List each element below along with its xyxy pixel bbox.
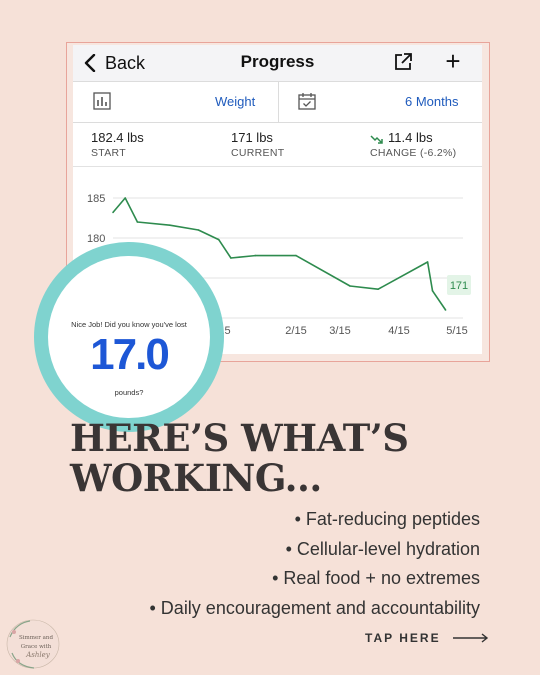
data-point: [377, 288, 379, 290]
stat-current: 171 lbs CURRENT: [231, 130, 284, 159]
data-point: [112, 211, 114, 214]
bullet-item: • Cellular-level hydration: [285, 538, 480, 559]
nav-bar: Back Progress +: [73, 45, 482, 81]
back-button[interactable]: Back: [83, 50, 145, 76]
x-tick-label: 3/15: [329, 325, 350, 337]
brand-logo: Simmer and Grace with Ashley: [6, 619, 60, 669]
stat-start-label: START: [91, 147, 126, 159]
filter-bar: Weight 6 Months: [73, 81, 482, 123]
share-icon[interactable]: [393, 52, 413, 72]
data-point: [444, 309, 447, 311]
logo-line-1: Simmer and: [19, 635, 53, 641]
stats-row: 182.4 lbs START 171 lbs CURRENT 11.4 lbs…: [73, 122, 482, 167]
data-point: [431, 290, 434, 292]
data-point: [197, 229, 200, 231]
data-point: [169, 224, 171, 226]
badge-unit: pounds?: [114, 388, 144, 397]
data-point: [238, 256, 240, 258]
logo-line-3: Ashley: [25, 651, 51, 659]
badge-question: Nice Job! Did you know you've lost: [71, 320, 187, 329]
trend-down-icon: [370, 135, 383, 144]
stat-change-row: 11.4 lbs: [370, 130, 456, 145]
chevron-left-icon: [84, 54, 96, 72]
bullet-list: • Fat-reducing peptides • Cellular-level…: [150, 508, 481, 626]
end-value-label: 171: [450, 280, 468, 292]
data-point: [124, 197, 126, 199]
stat-change-value: 11.4 lbs: [388, 130, 433, 145]
page-title: Progress: [240, 52, 315, 71]
bullet-item: • Real food + no extremes: [272, 568, 480, 588]
data-point: [217, 238, 220, 241]
end-label-bg: [447, 275, 471, 295]
headline: HERE’S WHAT’S WORKING...: [70, 418, 470, 498]
data-point: [136, 221, 139, 223]
bar-chart-icon: [93, 92, 111, 110]
stat-change: 11.4 lbs CHANGE (-6.2%): [370, 130, 456, 159]
stat-current-value: 171 lbs: [231, 130, 273, 145]
x-tick-label: 5/15: [446, 325, 467, 337]
tap-here-label: TAP HERE: [365, 631, 441, 645]
y-tick-label: 185: [87, 193, 105, 205]
headline-line-1: HERE’S WHAT’S: [70, 416, 409, 460]
stat-current-label: CURRENT: [231, 147, 285, 159]
data-point: [254, 254, 257, 257]
bullet-item: • Daily encouragement and accountability: [149, 597, 481, 618]
stat-change-label: CHANGE (-6.2%): [370, 147, 457, 159]
calendar-icon: [298, 93, 316, 110]
weight-loss-badge: Nice Job! Did you know you've lost 17.0 …: [34, 242, 224, 432]
badge-number: 17.0: [90, 330, 170, 379]
back-label: Back: [105, 52, 146, 73]
stat-start: 182.4 lbs START: [91, 130, 144, 159]
arrow-right-icon: [452, 633, 488, 643]
data-point: [295, 254, 297, 257]
tap-here-link[interactable]: TAP HERE: [365, 631, 489, 645]
y-tick-label: 180: [87, 233, 105, 245]
data-point: [349, 285, 351, 287]
bullet-item: • Fat-reducing peptides: [294, 509, 480, 529]
logo-line-2: Grace with: [21, 644, 52, 650]
add-icon[interactable]: +: [445, 46, 461, 76]
headline-line-2: WORKING...: [70, 456, 322, 500]
x-tick-label: 2/15: [285, 325, 306, 337]
stat-start-value: 182.4 lbs: [91, 130, 144, 145]
filter-divider: [278, 82, 279, 122]
data-point: [426, 261, 429, 263]
range-selector[interactable]: 6 Months: [405, 94, 459, 109]
x-tick-label: 4/15: [388, 325, 409, 337]
metric-selector[interactable]: Weight: [215, 94, 256, 109]
badge-inner: Nice Job! Did you know you've lost 17.0 …: [48, 256, 210, 418]
data-point: [230, 257, 232, 259]
